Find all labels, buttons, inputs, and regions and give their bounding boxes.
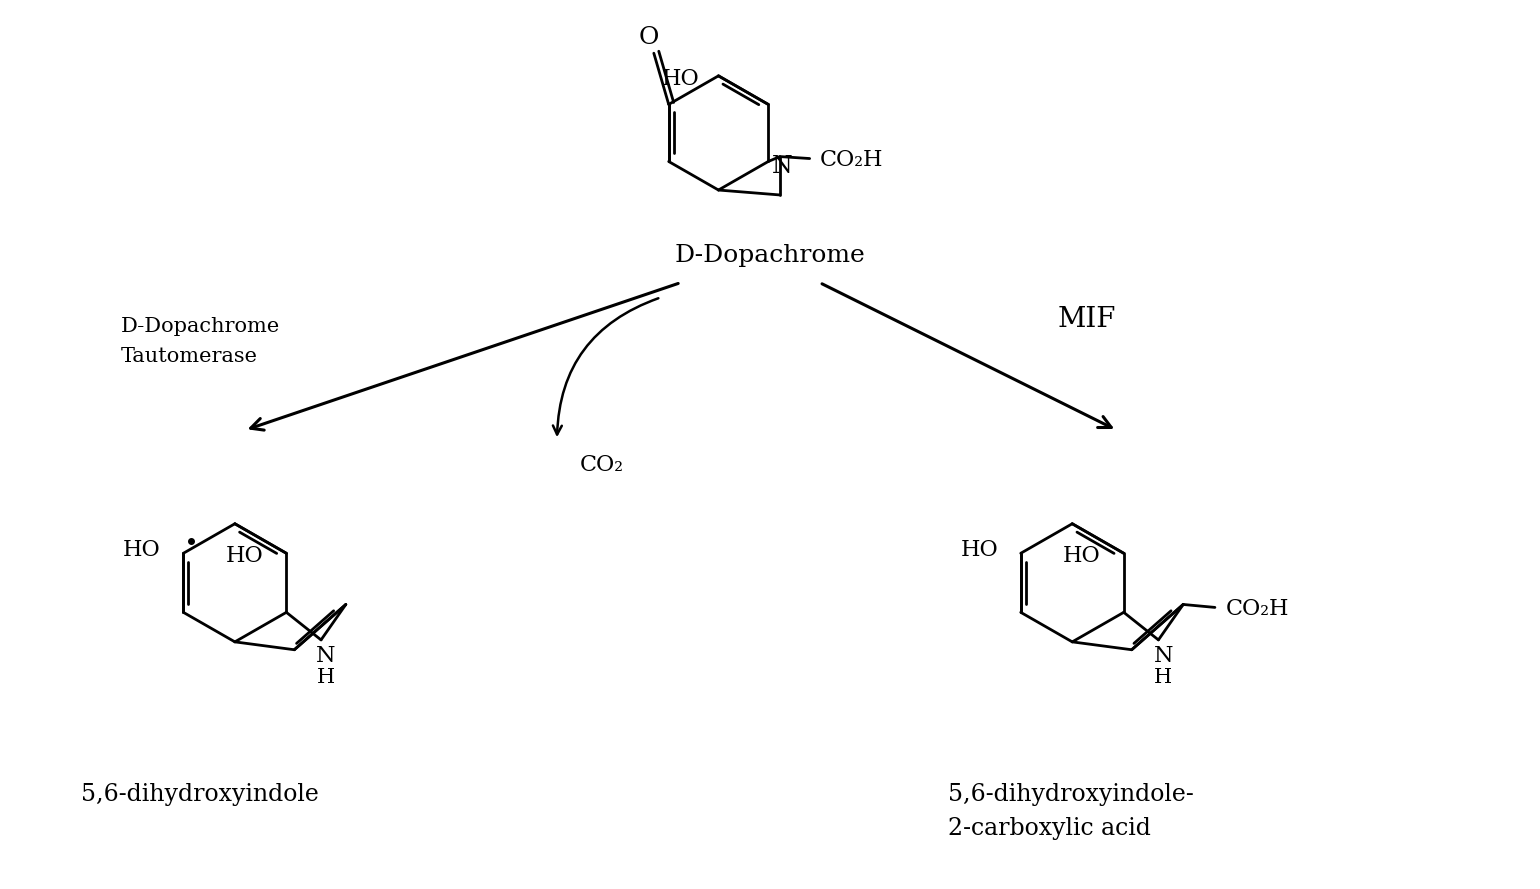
Text: HO: HO (961, 540, 998, 561)
Text: HO: HO (226, 545, 263, 567)
Text: 2-carboxylic acid: 2-carboxylic acid (949, 817, 1152, 840)
Text: N: N (316, 645, 336, 667)
Text: N: N (1153, 645, 1173, 667)
Text: CO₂H: CO₂H (1226, 598, 1289, 621)
Text: HO: HO (662, 68, 699, 90)
Text: Tautomerase: Tautomerase (122, 347, 257, 366)
Text: N: N (772, 155, 793, 178)
Text: H: H (1155, 668, 1172, 687)
Text: O: O (639, 26, 659, 49)
Text: CO₂: CO₂ (579, 453, 624, 476)
Text: MIF: MIF (1058, 307, 1116, 333)
Text: 5,6-dihydroxyindole: 5,6-dihydroxyindole (82, 783, 319, 806)
Text: D-Dopachrome: D-Dopachrome (675, 244, 865, 267)
Text: 5,6-dihydroxyindole-: 5,6-dihydroxyindole- (949, 783, 1194, 806)
Text: D-Dopachrome: D-Dopachrome (122, 317, 280, 336)
Text: HO: HO (1063, 545, 1101, 567)
Text: HO: HO (123, 540, 160, 561)
Text: CO₂H: CO₂H (819, 148, 882, 171)
Text: H: H (317, 668, 336, 687)
